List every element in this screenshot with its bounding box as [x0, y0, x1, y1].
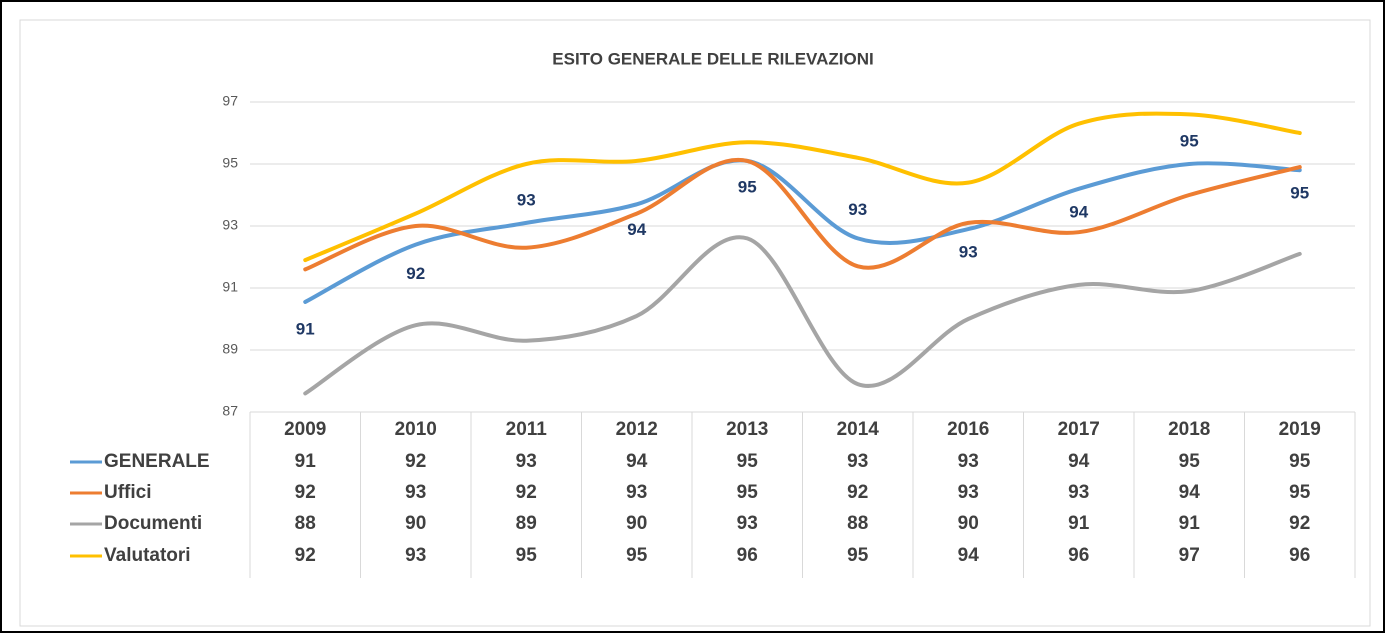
- table-cell: 93: [737, 513, 758, 534]
- data-label: 95: [1290, 184, 1309, 203]
- table-cell: 89: [516, 513, 537, 534]
- data-label: 92: [406, 264, 425, 283]
- table-cell: 93: [1068, 482, 1089, 503]
- table-cell: 95: [737, 482, 759, 503]
- table-cell: 92: [295, 545, 316, 566]
- chart-area: [19, 19, 1371, 627]
- table-cell: 93: [405, 545, 426, 566]
- table-cell: 93: [626, 482, 647, 503]
- x-tick-label: 2019: [1279, 419, 1321, 440]
- table-cell: 94: [958, 545, 980, 566]
- legend-label: Documenti: [104, 513, 202, 534]
- table-cell: 92: [1289, 513, 1310, 534]
- table-cell: 97: [1179, 545, 1200, 566]
- table-cell: 92: [847, 482, 868, 503]
- table-cell: 95: [847, 545, 869, 566]
- table-cell: 93: [847, 451, 868, 472]
- table-cell: 95: [626, 545, 648, 566]
- table-cell: 95: [1289, 451, 1311, 472]
- table-cell: 95: [1289, 482, 1311, 503]
- table-cell: 96: [737, 545, 758, 566]
- data-label: 95: [738, 177, 757, 196]
- table-cell: 96: [1289, 545, 1310, 566]
- x-tick-label: 2013: [726, 419, 768, 440]
- table-cell: 93: [958, 482, 979, 503]
- table-cell: 88: [847, 513, 868, 534]
- table-cell: 95: [516, 545, 538, 566]
- x-tick-label: 2009: [284, 419, 326, 440]
- table-cell: 95: [1179, 451, 1201, 472]
- y-tick-label: 93: [222, 217, 238, 233]
- data-label: 91: [296, 319, 315, 338]
- table-cell: 91: [1179, 513, 1201, 534]
- y-tick-label: 91: [222, 279, 238, 295]
- x-tick-label: 2016: [947, 419, 989, 440]
- table-cell: 92: [295, 482, 316, 503]
- table-cell: 96: [1068, 545, 1089, 566]
- data-label: 93: [517, 190, 536, 209]
- data-label: 93: [848, 200, 867, 219]
- x-tick-label: 2018: [1168, 419, 1210, 440]
- x-tick-label: 2017: [1058, 419, 1100, 440]
- data-label: 95: [1180, 131, 1199, 150]
- table-cell: 90: [626, 513, 647, 534]
- table-cell: 88: [295, 513, 316, 534]
- table-cell: 94: [626, 451, 648, 472]
- table-cell: 90: [405, 513, 426, 534]
- table-cell: 91: [295, 451, 317, 472]
- series-line: [303, 111, 1302, 263]
- x-tick-label: 2011: [506, 419, 548, 440]
- series-line: [303, 157, 1302, 272]
- table-cell: 91: [1068, 513, 1090, 534]
- data-label: 94: [627, 220, 646, 239]
- x-tick-label: 2010: [395, 419, 437, 440]
- legend-label: GENERALE: [104, 451, 210, 472]
- y-tick-label: 97: [222, 93, 238, 109]
- y-tick-label: 95: [222, 155, 238, 171]
- table-cell: 92: [516, 482, 537, 503]
- legend-label: Uffici: [104, 482, 152, 503]
- x-tick-label: 2012: [616, 419, 658, 440]
- table-cell: 90: [958, 513, 979, 534]
- data-label: 94: [1069, 202, 1088, 221]
- x-tick-label: 2014: [837, 419, 880, 440]
- table-cell: 92: [405, 451, 426, 472]
- table-cell: 93: [516, 451, 537, 472]
- table-cell: 93: [958, 451, 979, 472]
- series-line: [303, 158, 1302, 304]
- data-label: 93: [959, 243, 978, 262]
- table-cell: 94: [1068, 451, 1090, 472]
- chart-title: ESITO GENERALE DELLE RILEVAZIONI: [552, 49, 873, 68]
- table-cell: 93: [405, 482, 426, 503]
- table-cell: 95: [737, 451, 759, 472]
- y-tick-label: 89: [222, 341, 238, 357]
- series-line: [303, 235, 1302, 396]
- y-tick-label: 87: [222, 403, 238, 419]
- legend-label: Valutatori: [104, 545, 191, 566]
- table-cell: 94: [1179, 482, 1201, 503]
